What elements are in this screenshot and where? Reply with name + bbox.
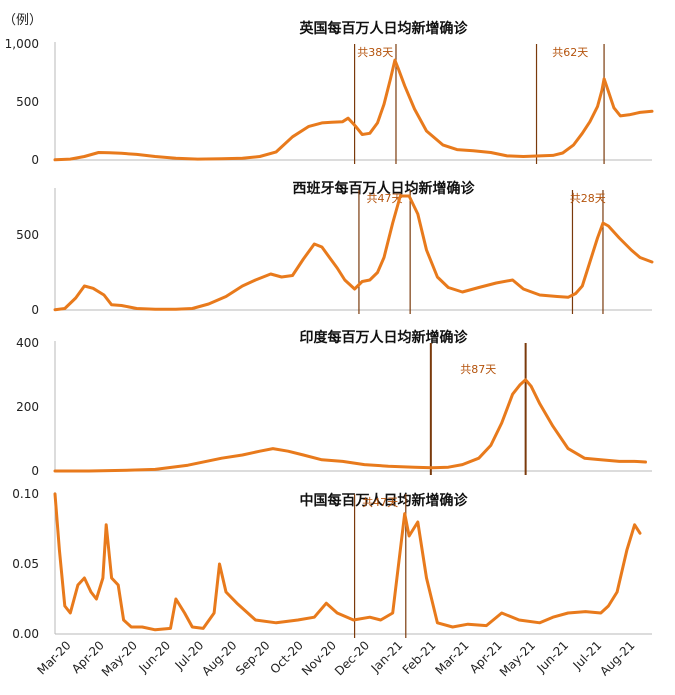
- y-tick-label: 1,000: [5, 37, 39, 51]
- x-tick-label: Nov-20: [299, 638, 339, 678]
- series-line: [53, 378, 647, 473]
- x-tick-label: Jan-21: [368, 638, 406, 676]
- series-line: [53, 194, 654, 312]
- x-tick-label: Sep-20: [233, 638, 273, 678]
- period-label: 共87天: [460, 363, 496, 376]
- x-tick-label: May-21: [497, 638, 538, 679]
- x-tick-label: Aug-20: [199, 638, 239, 678]
- series-line: [53, 492, 642, 632]
- panel-title: 印度每百万人日均新增确诊: [300, 329, 469, 346]
- period-label: 共28天: [570, 192, 606, 205]
- period-label: 共47天: [367, 192, 403, 205]
- x-tick-label: Jun-20: [135, 638, 173, 676]
- y-tick-label: 0.10: [12, 487, 39, 501]
- y-unit-label: （例）: [3, 13, 42, 28]
- period-label: 共38天: [357, 46, 393, 59]
- x-tick-label: Dec-20: [332, 638, 372, 678]
- y-tick-label: 0: [31, 153, 39, 167]
- y-tick-label: 200: [16, 400, 39, 414]
- x-tick-label: Mar-21: [432, 638, 471, 677]
- y-tick-label: 0.00: [12, 627, 39, 641]
- period-label: 共47天: [362, 496, 398, 509]
- x-tick-label: Feb-21: [400, 638, 439, 677]
- y-tick-label: 500: [16, 95, 39, 109]
- period-label: 共62天: [552, 46, 588, 59]
- x-tick-label: Aug-21: [597, 638, 637, 678]
- x-tick-label: Mar-20: [34, 638, 73, 677]
- panel-title: 英国每百万人日均新增确诊: [299, 20, 469, 37]
- panel-title: 中国每百万人日均新增确诊: [300, 492, 469, 509]
- x-tick-label: Jun-21: [533, 638, 571, 676]
- x-tick-label: May-20: [99, 638, 140, 679]
- y-tick-label: 400: [16, 336, 39, 350]
- panel-title: 西班牙每百万人日均新增确诊: [293, 180, 476, 197]
- y-tick-label: 0: [31, 464, 39, 478]
- y-tick-label: 0: [31, 303, 39, 317]
- series-line: [53, 58, 654, 162]
- y-tick-label: 0.05: [12, 557, 39, 571]
- y-tick-label: 500: [16, 228, 39, 242]
